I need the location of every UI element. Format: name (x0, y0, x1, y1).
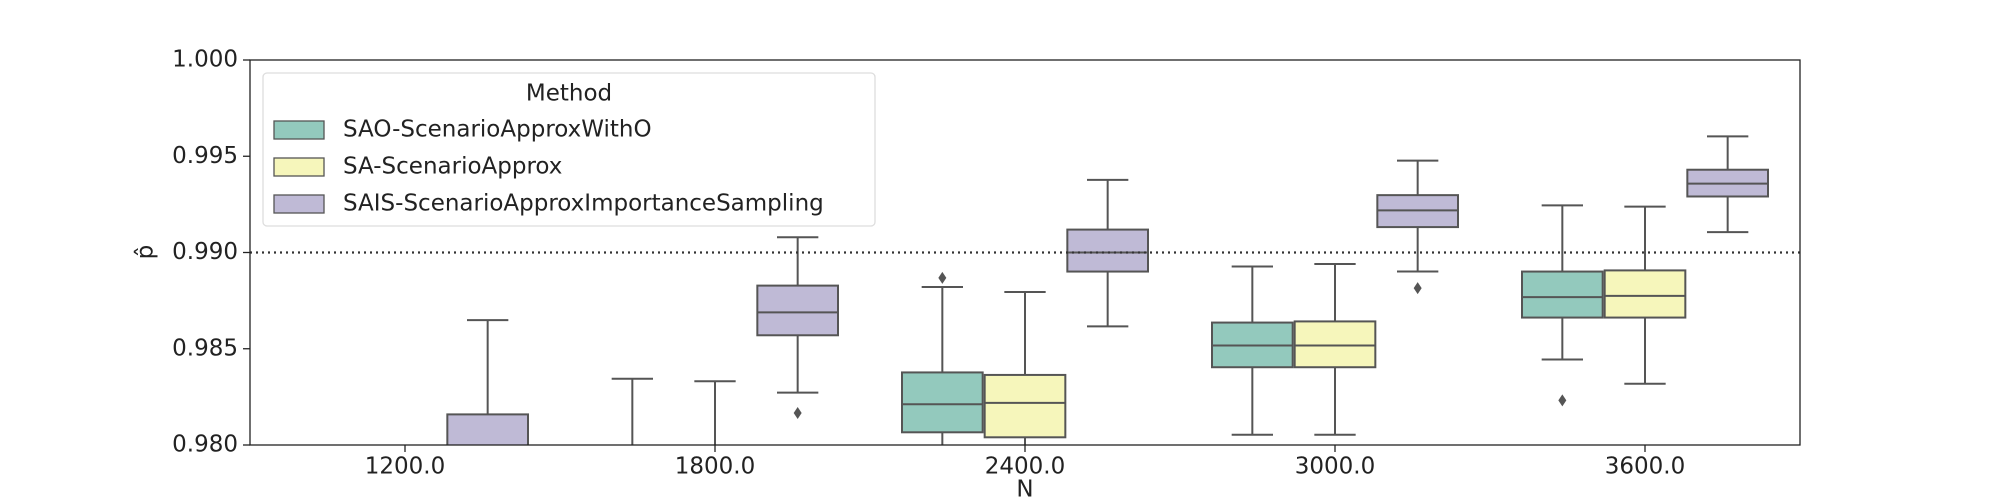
outlier (1558, 394, 1567, 407)
y-axis-label: p̂ (133, 245, 159, 260)
legend-frame (262, 72, 876, 227)
legend-title: Method (526, 81, 612, 107)
box (1521, 270, 1604, 319)
legend-swatch (273, 194, 325, 214)
legend-swatch (273, 157, 325, 177)
y-tick-label: 0.980 (172, 432, 238, 458)
x-tick-label: 3000.0 (1295, 454, 1375, 480)
y-tick-label: 0.985 (172, 335, 238, 361)
y-tick-label: 0.995 (172, 143, 238, 169)
plot-area (446, 135, 1770, 445)
box (1293, 320, 1377, 369)
x-tick-label: 2400.0 (985, 454, 1065, 480)
box (1066, 228, 1150, 273)
box (1603, 269, 1687, 319)
legend-label: SAO-ScenarioApproxWithO (343, 117, 652, 143)
x-tick-label: 1200.0 (365, 454, 445, 480)
plot-frame (249, 59, 1801, 446)
legend-label: SAIS-ScenarioApproxImportanceSampling (343, 191, 824, 217)
box (983, 373, 1067, 439)
box (446, 413, 530, 445)
y-tick-label: 1.000 (172, 47, 238, 73)
outlier (938, 271, 947, 284)
box (901, 371, 984, 434)
x-axis-label: N (1016, 477, 1033, 500)
outlier (793, 407, 802, 420)
legend-label: SA-ScenarioApprox (343, 154, 562, 180)
box (756, 284, 839, 337)
x-tick-label: 3600.0 (1605, 454, 1685, 480)
legend-swatch (273, 120, 325, 140)
x-tick-label: 1800.0 (675, 454, 755, 480)
outlier (1413, 282, 1422, 295)
y-tick-label: 0.990 (172, 239, 238, 265)
